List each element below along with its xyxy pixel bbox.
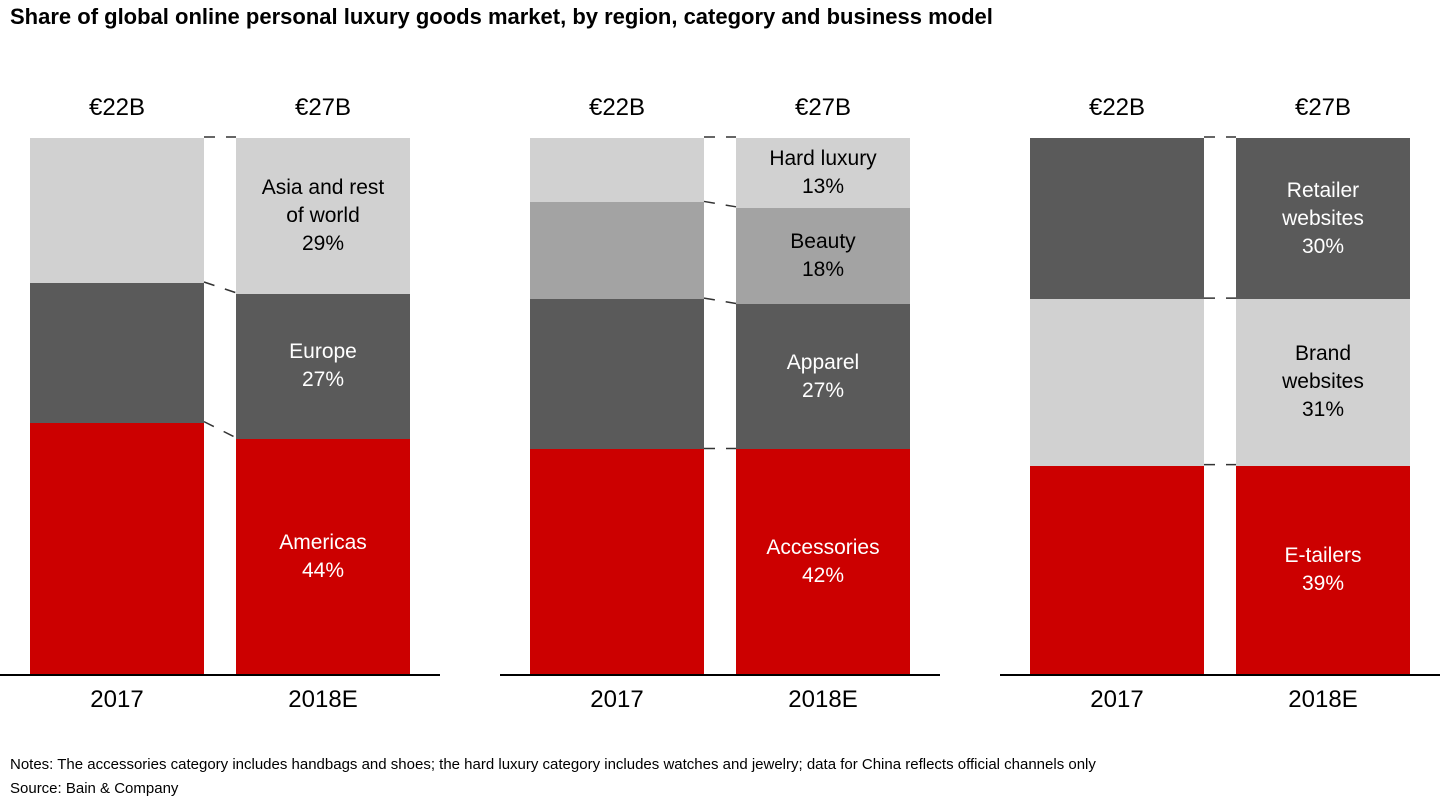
segment-label-line: 27%	[301, 368, 345, 392]
segment-label-line: 44%	[301, 558, 345, 582]
bar-total-label: €22B	[88, 94, 146, 121]
segment-label-line: websites	[1282, 206, 1364, 230]
x-axis-line	[1000, 674, 1440, 676]
year-label-2017: 2017	[590, 686, 644, 713]
segment-americas: Americas 44%	[236, 438, 410, 675]
bar-total-label: €27B	[294, 94, 352, 121]
segment-label-line: Americas	[279, 530, 367, 554]
segment-europe: Europe 27%	[236, 293, 410, 439]
source-text: Source: Bain & Company	[10, 780, 179, 797]
segment-europe	[30, 282, 204, 423]
segment-label: Retailer websites 30%	[1282, 177, 1364, 261]
segment-label-line: 42%	[801, 564, 844, 588]
year-label-2018e: 2018E	[788, 686, 858, 713]
segment-label-line: websites	[1282, 370, 1364, 394]
bar-business-model-2018e: E-tailers 39% Brand websites 31% Retailer webs…	[1236, 138, 1410, 675]
segment-accessories: Accessories 42%	[736, 449, 910, 675]
segment-asia-and-rest-of-world: Asia and rest of world 29%	[236, 138, 410, 294]
segment-label: E-tailers 39%	[1284, 542, 1361, 598]
segment-label-line: 13%	[801, 174, 845, 198]
segment-label-line: E-tailers	[1284, 544, 1362, 568]
segment-retailer-websites: Retailer websites 30%	[1236, 138, 1410, 300]
bar-total-label: €22B	[588, 94, 646, 121]
x-axis-line	[500, 674, 940, 676]
bar-total-label: €27B	[1294, 94, 1352, 121]
segment-e-tailers	[1030, 465, 1204, 675]
segment-label: Beauty 18%	[790, 228, 855, 284]
bar-region-2018e: Americas 44% Europe 27% Asia and rest of worl…	[236, 138, 410, 675]
bar-total-label: €22B	[1088, 94, 1146, 121]
segment-label-line: 30%	[1301, 234, 1344, 258]
footer-notes: Notes: The accessories category includes…	[10, 753, 1096, 801]
year-label-2017: 2017	[90, 686, 144, 713]
segment-label-line: 39%	[1301, 572, 1345, 596]
segment-asia-and-rest-of-world	[30, 138, 204, 283]
segment-retailer-websites	[1030, 138, 1204, 300]
segment-label: Americas 44%	[279, 529, 367, 585]
segment-e-tailers: E-tailers 39%	[1236, 465, 1410, 675]
bar-total-label: €27B	[794, 94, 852, 121]
segment-label-line: Apparel	[786, 350, 860, 374]
segment-accessories	[530, 449, 704, 675]
segment-label: Apparel 27%	[787, 349, 859, 405]
segment-apparel	[530, 299, 704, 450]
bar-region-2017	[30, 138, 204, 675]
bar-business-model-2017	[1030, 138, 1204, 675]
year-label-2018e: 2018E	[288, 686, 358, 713]
segment-beauty	[530, 202, 704, 300]
bar-category-2017	[530, 138, 704, 675]
segment-brand-websites: Brand websites 31%	[1236, 299, 1410, 466]
x-axis-line	[0, 674, 440, 676]
segment-label: Europe 27%	[289, 338, 357, 394]
segment-beauty: Beauty 18%	[736, 207, 910, 305]
segment-label: Asia and rest of world 29%	[262, 174, 385, 258]
segment-hard-luxury: Hard luxury 13%	[736, 138, 910, 208]
segment-label-line: 27%	[801, 378, 844, 402]
segment-label: Hard luxury 13%	[769, 145, 876, 201]
segment-label-line: of world	[286, 203, 360, 227]
segment-label-line: Retailer	[1286, 178, 1360, 202]
segment-label-line: 18%	[801, 258, 844, 282]
chart-title: Share of global online personal luxury g…	[10, 4, 993, 29]
year-label-2018e: 2018E	[1288, 686, 1358, 713]
bar-category-2018e: Accessories 42% Apparel 27% Beauty 18% Hard lu…	[736, 138, 910, 675]
segment-brand-websites	[1030, 299, 1204, 466]
segment-hard-luxury	[530, 138, 704, 203]
chart-group-category: €22B 2017 €27B Accessories 42% Apparel 27% Beau…	[500, 0, 940, 810]
chart-group-business-model: €22B 2017 €27B E-tailers 39% Brand websites 31%…	[1000, 0, 1440, 810]
segment-apparel: Apparel 27%	[736, 304, 910, 450]
segment-label-line: Accessories	[766, 536, 880, 560]
segment-label-line: Hard luxury	[769, 146, 877, 170]
segment-label-line: Europe	[289, 340, 357, 364]
chart-group-region: €22B 2017 €27B Americas 44% Europe 27% Asia and…	[0, 0, 440, 810]
segment-label: Brand websites 31%	[1282, 340, 1364, 424]
segment-label-line: Asia and rest	[261, 175, 385, 199]
segment-label-line: 29%	[301, 231, 344, 255]
segment-americas	[30, 422, 204, 675]
segment-label-line: Beauty	[790, 230, 856, 254]
segment-label-line: 31%	[1301, 398, 1344, 422]
year-label-2017: 2017	[1090, 686, 1144, 713]
notes-text: Notes: The accessories category includes…	[10, 756, 1096, 773]
segment-label-line: Brand	[1294, 342, 1352, 366]
segment-label: Accessories 42%	[766, 534, 879, 590]
